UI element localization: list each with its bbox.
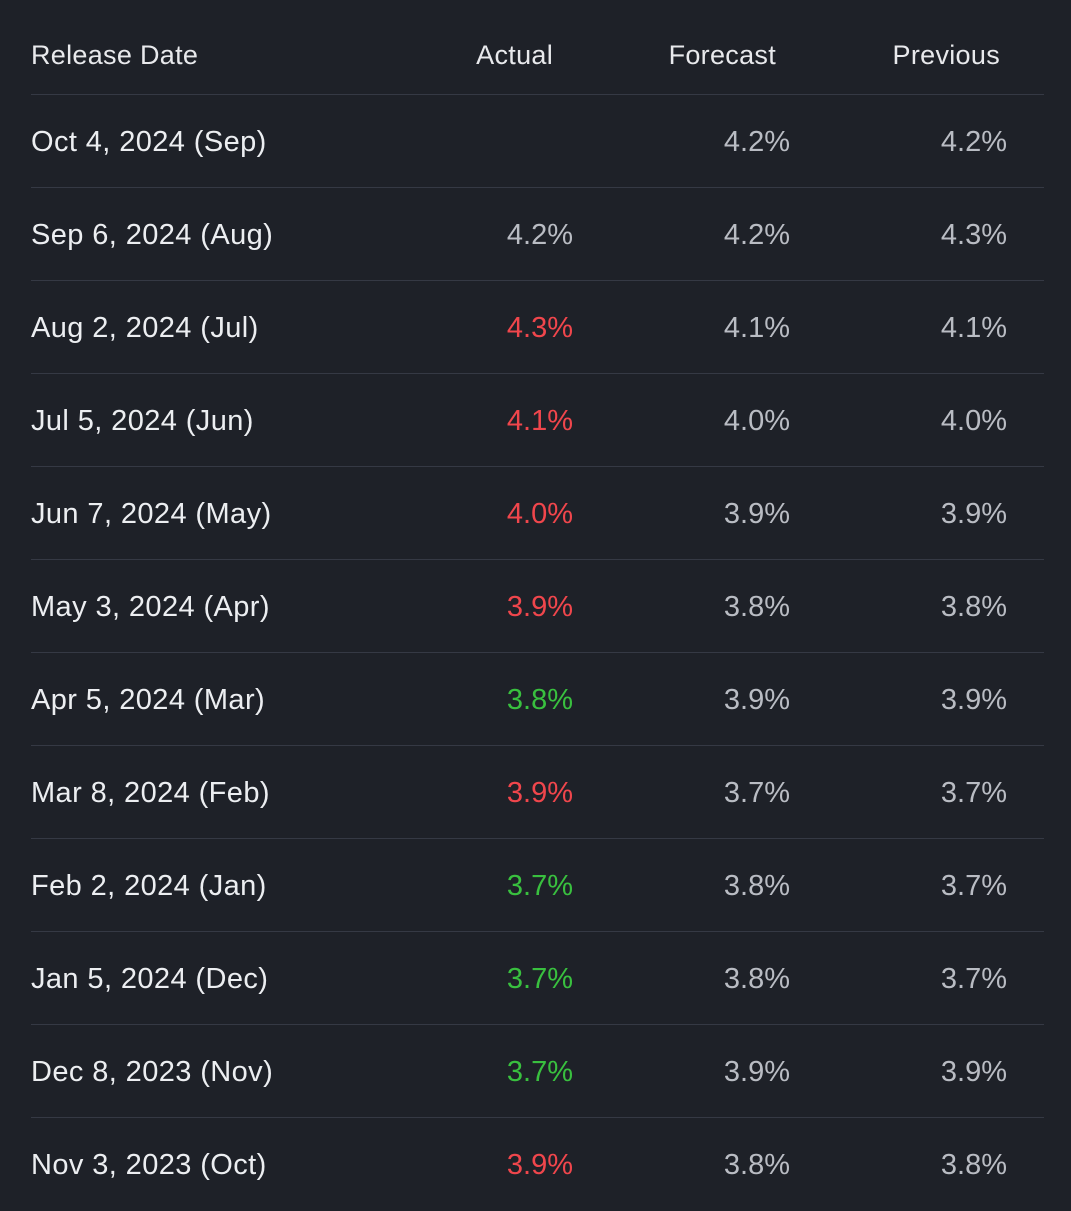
previous-value-cell: 3.9% — [940, 684, 1007, 716]
release-date-cell: Apr 5, 2024 (Mar) — [31, 684, 266, 716]
release-date-cell: Feb 2, 2024 (Jan) — [31, 870, 267, 902]
forecast-value-cell: 3.9% — [723, 684, 790, 716]
previous-value-cell: 3.7% — [940, 963, 1007, 995]
release-date-cell: Dec 8, 2023 (Nov) — [31, 1056, 274, 1088]
table-header: Release Date Actual Forecast Previous — [0, 0, 1071, 94]
release-date-cell: Mar 8, 2024 (Feb) — [31, 777, 270, 809]
row-divider — [31, 280, 1044, 281]
row-divider — [31, 187, 1044, 188]
table-row[interactable]: Apr 5, 2024 (Mar) 3.8% 3.9% 3.9% — [0, 653, 1071, 746]
table-row[interactable]: Oct 4, 2024 (Sep) 4.2% 4.2% — [0, 95, 1071, 188]
previous-value-cell: 4.3% — [940, 219, 1007, 251]
forecast-value-cell: 4.2% — [723, 219, 790, 251]
release-date-cell: Jul 5, 2024 (Jun) — [31, 405, 254, 437]
row-divider — [31, 1117, 1044, 1118]
release-date-cell: Sep 6, 2024 (Aug) — [31, 219, 274, 251]
release-date-cell: May 3, 2024 (Apr) — [31, 591, 270, 623]
table-row[interactable]: Sep 6, 2024 (Aug) 4.2% 4.2% 4.3% — [0, 188, 1071, 281]
table-row[interactable]: Dec 8, 2023 (Nov) 3.7% 3.9% 3.9% — [0, 1025, 1071, 1118]
row-divider — [31, 931, 1044, 932]
previous-value-cell: 3.8% — [940, 591, 1007, 623]
actual-value-cell: 3.7% — [506, 1056, 573, 1088]
table-row[interactable]: Mar 8, 2024 (Feb) 3.9% 3.7% 3.7% — [0, 746, 1071, 839]
table-row[interactable]: Nov 3, 2023 (Oct) 3.9% 3.8% 3.8% — [0, 1118, 1071, 1211]
forecast-value-cell: 4.1% — [723, 312, 790, 344]
actual-value-cell: 3.9% — [506, 777, 573, 809]
previous-value-cell: 4.0% — [940, 405, 1007, 437]
previous-value-cell: 3.9% — [940, 1056, 1007, 1088]
table-row[interactable]: Jun 7, 2024 (May) 4.0% 3.9% 3.9% — [0, 467, 1071, 560]
forecast-value-cell: 3.9% — [723, 1056, 790, 1088]
actual-value-cell: 4.2% — [506, 219, 573, 251]
forecast-value-cell: 3.8% — [723, 591, 790, 623]
actual-value-cell: 4.1% — [506, 405, 573, 437]
forecast-value-cell: 3.9% — [723, 498, 790, 530]
release-date-cell: Jan 5, 2024 (Dec) — [31, 963, 269, 995]
forecast-value-cell: 4.2% — [723, 126, 790, 158]
row-divider — [31, 745, 1044, 746]
actual-value-cell: 4.3% — [506, 312, 573, 344]
release-date-cell: Oct 4, 2024 (Sep) — [31, 126, 267, 158]
forecast-value-cell: 3.8% — [723, 1149, 790, 1181]
row-divider — [31, 652, 1044, 653]
forecast-value-cell: 3.8% — [723, 870, 790, 902]
actual-value-cell: 3.7% — [506, 963, 573, 995]
previous-value-cell: 3.8% — [940, 1149, 1007, 1181]
header-previous[interactable]: Previous — [892, 40, 1000, 70]
forecast-value-cell: 3.7% — [723, 777, 790, 809]
row-divider — [31, 1024, 1044, 1025]
release-date-cell: Jun 7, 2024 (May) — [31, 498, 272, 530]
actual-value-cell: 4.0% — [506, 498, 573, 530]
table-row[interactable]: Jan 5, 2024 (Dec) 3.7% 3.8% 3.7% — [0, 932, 1071, 1025]
header-actual[interactable]: Actual — [476, 40, 553, 70]
header-divider — [31, 94, 1044, 95]
header-release-date[interactable]: Release Date — [31, 40, 199, 70]
forecast-value-cell: 3.8% — [723, 963, 790, 995]
actual-value-cell: 3.9% — [506, 591, 573, 623]
actual-value-cell: 3.8% — [506, 684, 573, 716]
row-divider — [31, 838, 1044, 839]
row-divider — [31, 373, 1044, 374]
release-date-cell: Nov 3, 2023 (Oct) — [31, 1149, 267, 1181]
previous-value-cell: 3.7% — [940, 777, 1007, 809]
actual-value-cell: 3.9% — [506, 1149, 573, 1181]
table-row[interactable]: Aug 2, 2024 (Jul) 4.3% 4.1% 4.1% — [0, 281, 1071, 374]
table-row[interactable]: Jul 5, 2024 (Jun) 4.1% 4.0% 4.0% — [0, 374, 1071, 467]
row-divider — [31, 559, 1044, 560]
release-date-cell: Aug 2, 2024 (Jul) — [31, 312, 259, 344]
header-forecast[interactable]: Forecast — [668, 40, 776, 70]
row-divider — [31, 466, 1044, 467]
previous-value-cell: 3.7% — [940, 870, 1007, 902]
previous-value-cell: 4.1% — [940, 312, 1007, 344]
table-row[interactable]: Feb 2, 2024 (Jan) 3.7% 3.8% 3.7% — [0, 839, 1071, 932]
actual-value-cell: 3.7% — [506, 870, 573, 902]
previous-value-cell: 3.9% — [940, 498, 1007, 530]
table-row[interactable]: May 3, 2024 (Apr) 3.9% 3.8% 3.8% — [0, 560, 1071, 653]
forecast-value-cell: 4.0% — [723, 405, 790, 437]
previous-value-cell: 4.2% — [940, 126, 1007, 158]
